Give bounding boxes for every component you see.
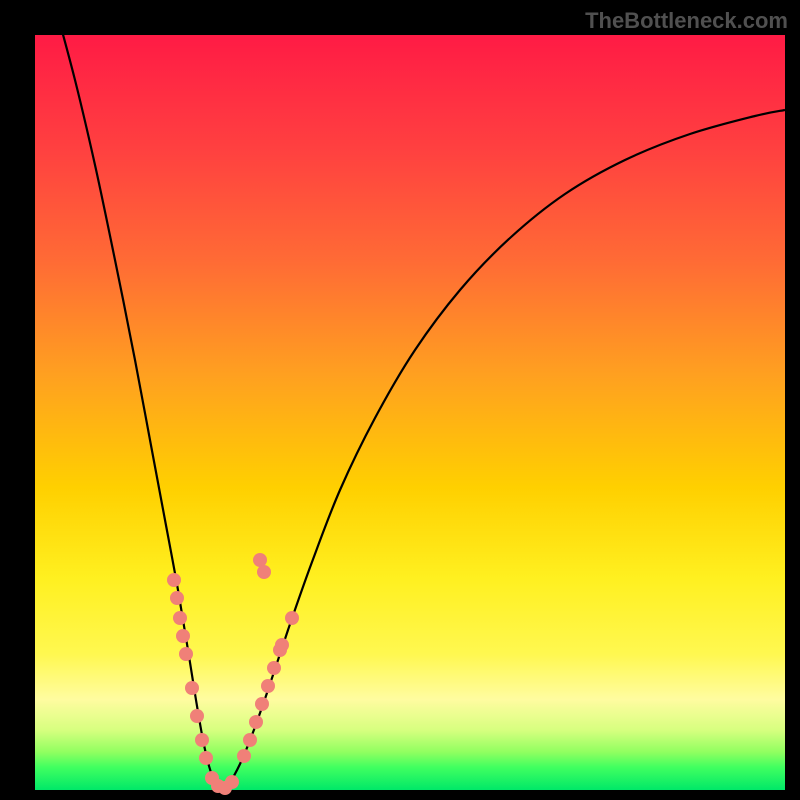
marker-left xyxy=(173,611,187,625)
marker-left xyxy=(179,647,193,661)
curve-overlay xyxy=(0,0,800,800)
curve-right-branch xyxy=(222,110,785,789)
marker-right xyxy=(237,749,251,763)
marker-left xyxy=(176,629,190,643)
curve-left-branch xyxy=(55,5,222,789)
marker-left xyxy=(190,709,204,723)
marker-right xyxy=(273,643,287,657)
marker-right-upper xyxy=(257,565,271,579)
marker-right xyxy=(267,661,281,675)
marker-left xyxy=(195,733,209,747)
marker-right xyxy=(249,715,263,729)
marker-left xyxy=(170,591,184,605)
marker-right xyxy=(261,679,275,693)
marker-left xyxy=(199,751,213,765)
marker-right xyxy=(255,697,269,711)
marker-right xyxy=(285,611,299,625)
marker-bottom xyxy=(225,775,239,789)
marker-right-upper xyxy=(253,553,267,567)
marker-left xyxy=(185,681,199,695)
marker-right xyxy=(243,733,257,747)
marker-left xyxy=(167,573,181,587)
